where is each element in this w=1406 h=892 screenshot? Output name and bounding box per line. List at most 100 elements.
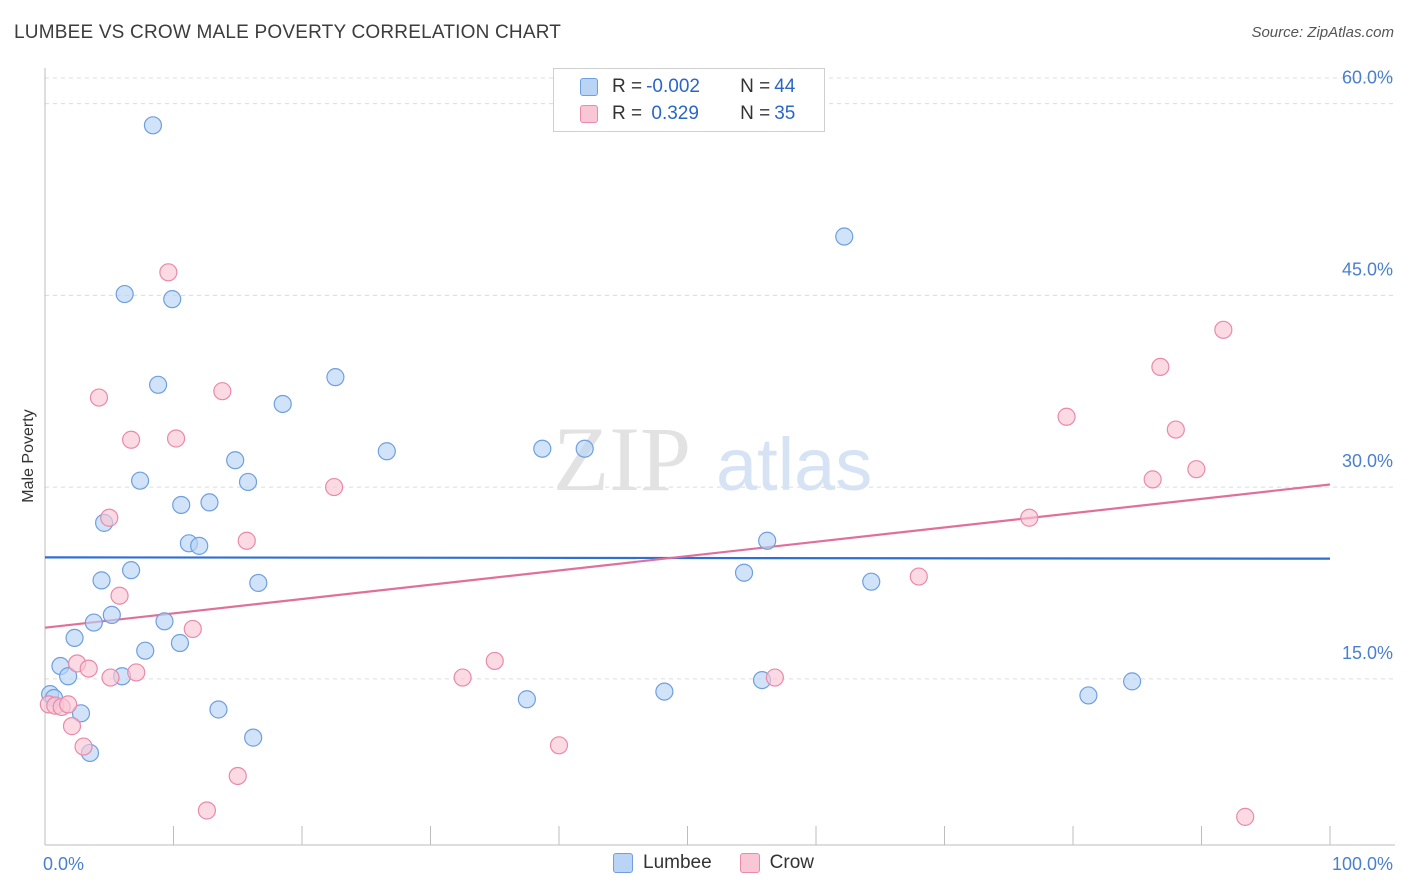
legend-item-crow: Crow: [739, 852, 815, 874]
legend-lumbee-label: Lumbee: [643, 852, 712, 873]
point-crow: [1187, 460, 1206, 479]
point-crow: [127, 663, 146, 682]
point-lumbee: [92, 571, 111, 590]
watermark-atlas: atlas: [716, 423, 872, 506]
legend-row-crow: R = 0.329 N = 35: [580, 101, 795, 127]
point-crow: [100, 508, 119, 527]
legend-item-lumbee: Lumbee: [613, 852, 712, 874]
point-lumbee: [84, 613, 103, 632]
point-lumbee: [136, 641, 155, 660]
legend-r-label: R =: [612, 76, 643, 97]
point-crow: [213, 382, 232, 401]
point-lumbee: [249, 573, 268, 593]
point-lumbee: [226, 451, 245, 470]
point-lumbee: [130, 471, 150, 490]
x-tick-label-min: 0.0%: [43, 854, 84, 874]
point-lumbee: [59, 667, 78, 686]
point-crow: [1236, 807, 1255, 826]
trend-line-crow: [44, 483, 1331, 629]
trend-lines: [44, 483, 1331, 629]
y-tick-label: 45.0%: [1342, 259, 1393, 279]
point-lumbee: [862, 572, 881, 591]
point-lumbee: [155, 612, 174, 631]
point-crow: [1166, 420, 1185, 439]
point-lumbee: [143, 116, 163, 135]
stats-legend: R = -0.002 N = 44 R = 0.329 N = 35: [553, 68, 825, 132]
legend-n-label: N =: [740, 103, 771, 124]
chart-title: LUMBEE VS CROW MALE POVERTY CORRELATION …: [14, 22, 562, 43]
legend-n-value: 35: [774, 103, 796, 124]
point-crow: [237, 531, 256, 550]
point-lumbee: [517, 690, 536, 709]
point-crow: [62, 717, 82, 736]
point-crow: [909, 567, 928, 586]
point-crow: [183, 619, 202, 639]
point-crow: [765, 668, 784, 687]
lumbee-swatch: [580, 78, 598, 96]
point-lumbee: [1079, 686, 1098, 705]
point-lumbee: [575, 439, 594, 458]
point-lumbee: [835, 227, 854, 246]
point-lumbee: [1123, 672, 1142, 691]
tick-labels: 15.0% 30.0% 45.0% 60.0% 0.0% 100.0%: [43, 68, 1393, 874]
point-lumbee: [238, 472, 258, 492]
legend-r-value: 0.329: [646, 103, 699, 124]
point-crow: [1057, 407, 1076, 426]
axes: [44, 68, 1395, 846]
source-credit: Source: ZipAtlas.com: [1251, 24, 1394, 41]
point-lumbee: [121, 561, 141, 580]
point-crow: [549, 736, 569, 755]
legend-crow-label: Crow: [769, 852, 815, 873]
point-crow: [110, 586, 129, 605]
point-crow: [1020, 508, 1039, 527]
point-lumbee: [163, 290, 182, 309]
legend-r-label: R =: [612, 103, 643, 124]
point-crow: [485, 651, 504, 671]
point-lumbee: [200, 493, 219, 512]
legend-row-lumbee: R = -0.002 N = 44: [580, 74, 795, 100]
point-lumbee: [115, 284, 134, 304]
legend-r-value: -0.002: [646, 76, 700, 97]
watermark-zip: ZIP: [553, 408, 691, 510]
point-crow: [89, 388, 109, 407]
point-lumbee: [71, 704, 91, 723]
y-tick-label: 60.0%: [1342, 68, 1393, 88]
point-crow: [101, 668, 120, 687]
point-lumbee: [190, 536, 209, 555]
point-crow: [1214, 320, 1233, 339]
point-lumbee: [65, 628, 84, 648]
point-lumbee: [377, 442, 396, 461]
point-crow: [121, 430, 141, 449]
point-lumbee: [758, 531, 777, 550]
point-lumbee: [734, 563, 754, 582]
trend-line-lumbee: [44, 556, 1331, 560]
y-tick-label: 15.0%: [1342, 643, 1393, 663]
point-lumbee: [655, 682, 674, 701]
y-tick-label: 30.0%: [1342, 451, 1393, 471]
legend-n-value: 44: [774, 76, 796, 97]
legend-n-label: N =: [740, 76, 771, 97]
point-crow: [325, 477, 344, 497]
point-crow: [166, 429, 186, 448]
point-crow: [197, 801, 217, 820]
point-lumbee: [326, 368, 345, 387]
point-lumbee: [172, 495, 191, 515]
point-crow: [228, 766, 247, 786]
point-lumbee: [148, 375, 168, 394]
point-crow: [159, 263, 178, 282]
point-lumbee: [209, 700, 228, 719]
point-crow: [74, 737, 93, 756]
point-lumbee: [102, 605, 121, 625]
point-crow: [1143, 470, 1162, 489]
gridlines: [45, 77, 1395, 680]
crow-swatch: [739, 853, 760, 873]
lumbee-swatch: [613, 853, 633, 873]
point-lumbee: [244, 728, 263, 747]
point-crow: [79, 659, 98, 678]
series-legend: Lumbee Crow: [613, 852, 842, 874]
x-tick-label-max: 100.0%: [1332, 854, 1393, 874]
crow-swatch: [580, 105, 598, 123]
data-points: [39, 116, 1255, 826]
point-lumbee: [533, 439, 552, 458]
